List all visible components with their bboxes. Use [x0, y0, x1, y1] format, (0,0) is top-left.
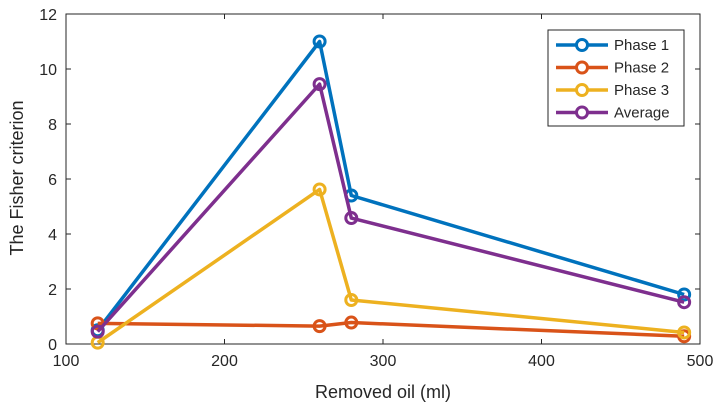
data-point-phase-3 [312, 182, 327, 197]
y-tick-label: 12 [39, 7, 57, 24]
series-line-phase-2 [97, 320, 685, 339]
x-tick-label: 300 [370, 353, 397, 370]
series-line-phase-3 [96, 187, 685, 345]
data-point-phase-1 [677, 287, 692, 302]
series-phase-2 [90, 315, 692, 344]
data-point-average [90, 324, 105, 339]
series-phase-3 [90, 182, 692, 350]
y-tick-label: 8 [48, 117, 57, 134]
y-axis-label: The Fisher criterion [7, 100, 27, 255]
legend-label-average: Average [614, 105, 670, 122]
y-tick-label: 10 [39, 62, 57, 79]
legend-label-phase-2: Phase 2 [614, 60, 669, 77]
x-tick-label: 500 [687, 353, 714, 370]
series-line-phase-1 [96, 39, 685, 332]
legend-label-phase-3: Phase 3 [614, 82, 669, 99]
legend-label-phase-1: Phase 1 [614, 37, 669, 54]
data-point-phase-2 [312, 319, 327, 334]
data-point-phase-3 [344, 293, 359, 307]
x-tick-label: 400 [528, 353, 555, 370]
x-axis-label: Removed oil (ml) [315, 382, 451, 402]
data-point-average [312, 77, 327, 92]
x-tick-label: 200 [211, 353, 238, 370]
series-line-average [96, 82, 685, 333]
y-tick-label: 4 [48, 227, 57, 244]
legend-marker-phase-1 [575, 38, 589, 52]
data-point-phase-2 [344, 315, 359, 330]
y-tick-label: 0 [48, 337, 57, 354]
legend-marker-phase-3 [575, 83, 589, 97]
data-point-phase-3 [677, 325, 692, 340]
y-tick-label: 6 [48, 172, 57, 189]
series-average [90, 77, 692, 339]
legend-marker-phase-2 [575, 60, 589, 75]
data-point-average [677, 295, 692, 310]
data-point-average [344, 211, 359, 226]
x-tick-label: 100 [53, 353, 80, 370]
legend-marker-average [575, 105, 589, 120]
legend: Phase 1 Phase 2 Phase 3 Average [547, 29, 685, 127]
data-point-phase-1 [312, 34, 327, 49]
y-tick-label: 2 [48, 282, 57, 299]
